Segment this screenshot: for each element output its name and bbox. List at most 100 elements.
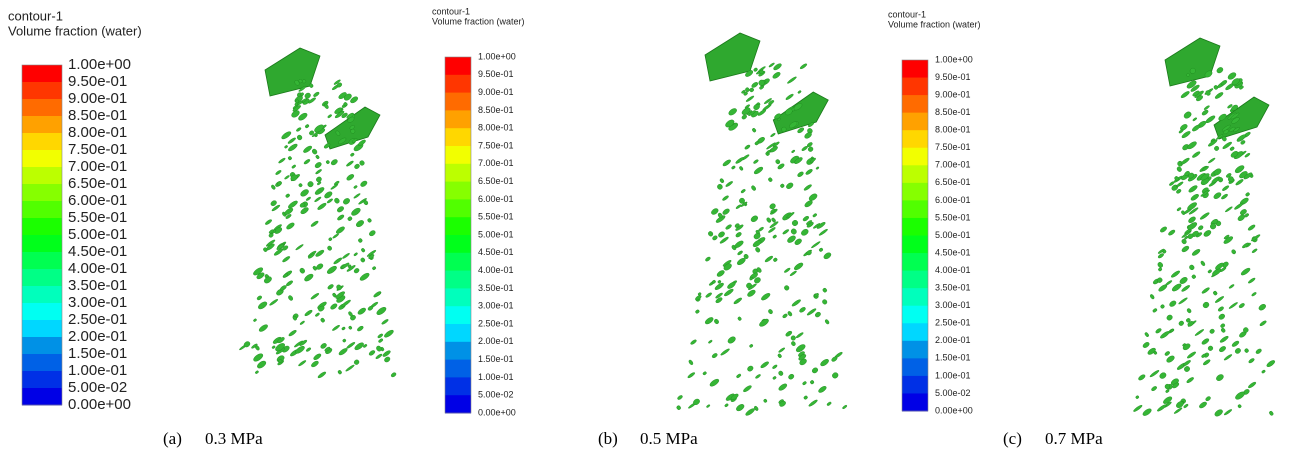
injector	[1164, 37, 1221, 87]
droplet	[338, 137, 347, 145]
droplet	[315, 312, 320, 317]
droplet	[818, 247, 824, 252]
droplet	[1181, 285, 1191, 292]
droplet	[725, 119, 735, 128]
droplet	[299, 339, 308, 346]
droplet	[739, 197, 745, 204]
droplet	[1142, 342, 1150, 348]
droplet	[1204, 70, 1213, 78]
colorbar-label: 6.00e-01	[68, 192, 127, 209]
droplet	[343, 198, 350, 205]
droplet	[353, 193, 361, 199]
colorbar-label: 1.00e+00	[478, 51, 516, 61]
caption-label: (c)	[1003, 429, 1022, 448]
droplet	[1160, 304, 1165, 309]
droplet	[768, 62, 775, 68]
droplet	[1166, 355, 1175, 363]
droplet	[1165, 389, 1170, 393]
droplet	[807, 146, 814, 152]
droplet	[768, 100, 775, 105]
colorbar-band	[902, 323, 928, 342]
droplet	[271, 204, 281, 212]
droplet	[1248, 381, 1257, 389]
colorbar-band	[902, 95, 928, 114]
droplet	[717, 280, 722, 284]
droplet	[256, 295, 262, 301]
droplet	[346, 342, 356, 349]
droplet	[737, 250, 743, 256]
droplet	[274, 227, 283, 234]
droplet	[282, 245, 289, 251]
droplet	[720, 348, 730, 356]
droplet	[264, 276, 272, 284]
droplet	[359, 160, 365, 166]
droplet	[806, 220, 813, 225]
droplet	[1222, 185, 1230, 191]
droplet	[818, 228, 828, 236]
droplet	[1258, 304, 1266, 311]
droplet	[740, 189, 746, 194]
droplet	[1163, 396, 1173, 404]
colorbar-band	[445, 74, 471, 94]
colorbar-label: 4.50e-01	[68, 243, 127, 260]
colorbar-band	[902, 200, 928, 219]
droplet	[740, 201, 748, 207]
droplet	[1261, 369, 1266, 374]
droplet	[1147, 347, 1156, 355]
droplet	[818, 386, 827, 393]
colorbar-band	[22, 99, 62, 117]
droplet	[714, 282, 724, 290]
droplet	[341, 112, 348, 118]
droplet	[275, 170, 282, 175]
droplet	[309, 130, 315, 136]
droplet	[743, 253, 749, 260]
droplet	[753, 166, 764, 175]
colorbar-label: 6.50e-01	[935, 177, 971, 187]
droplet	[361, 248, 366, 253]
droplet	[1223, 236, 1234, 244]
droplet	[690, 339, 697, 345]
droplet	[1236, 134, 1246, 142]
droplet	[789, 270, 797, 277]
droplet	[1203, 105, 1210, 110]
droplet	[805, 169, 813, 175]
droplet	[1251, 248, 1258, 253]
droplet	[687, 372, 696, 379]
colorbar-band	[445, 110, 471, 129]
colorbar-band	[902, 305, 928, 324]
droplet	[1215, 262, 1224, 270]
droplet	[735, 232, 742, 238]
colorbar-band	[22, 320, 62, 338]
droplet	[1220, 80, 1228, 86]
droplet	[1214, 409, 1223, 417]
droplet	[1189, 264, 1195, 271]
droplet	[378, 338, 384, 343]
droplet	[307, 181, 314, 188]
colorbar-band	[902, 182, 928, 201]
droplet	[375, 353, 383, 359]
colorbar-label: 7.00e-01	[68, 158, 127, 175]
droplet	[295, 345, 305, 354]
droplet	[309, 83, 314, 88]
droplet	[304, 309, 313, 317]
droplet	[1200, 189, 1210, 197]
droplet	[358, 139, 366, 146]
droplet	[787, 235, 796, 243]
droplet	[342, 338, 347, 343]
droplet	[255, 370, 259, 374]
droplet	[315, 249, 325, 257]
droplet	[1248, 358, 1255, 364]
injector	[772, 91, 829, 135]
droplet	[745, 70, 754, 77]
droplet	[377, 333, 384, 339]
legend-subtitle: Volume fraction (water)	[888, 20, 981, 30]
droplet	[332, 233, 339, 239]
droplet	[347, 264, 352, 268]
droplet	[808, 399, 818, 407]
droplet	[1214, 145, 1220, 151]
droplet	[334, 197, 340, 204]
droplet	[1205, 115, 1216, 124]
droplet	[1188, 185, 1198, 193]
droplet	[288, 200, 298, 209]
droplet	[300, 207, 309, 215]
